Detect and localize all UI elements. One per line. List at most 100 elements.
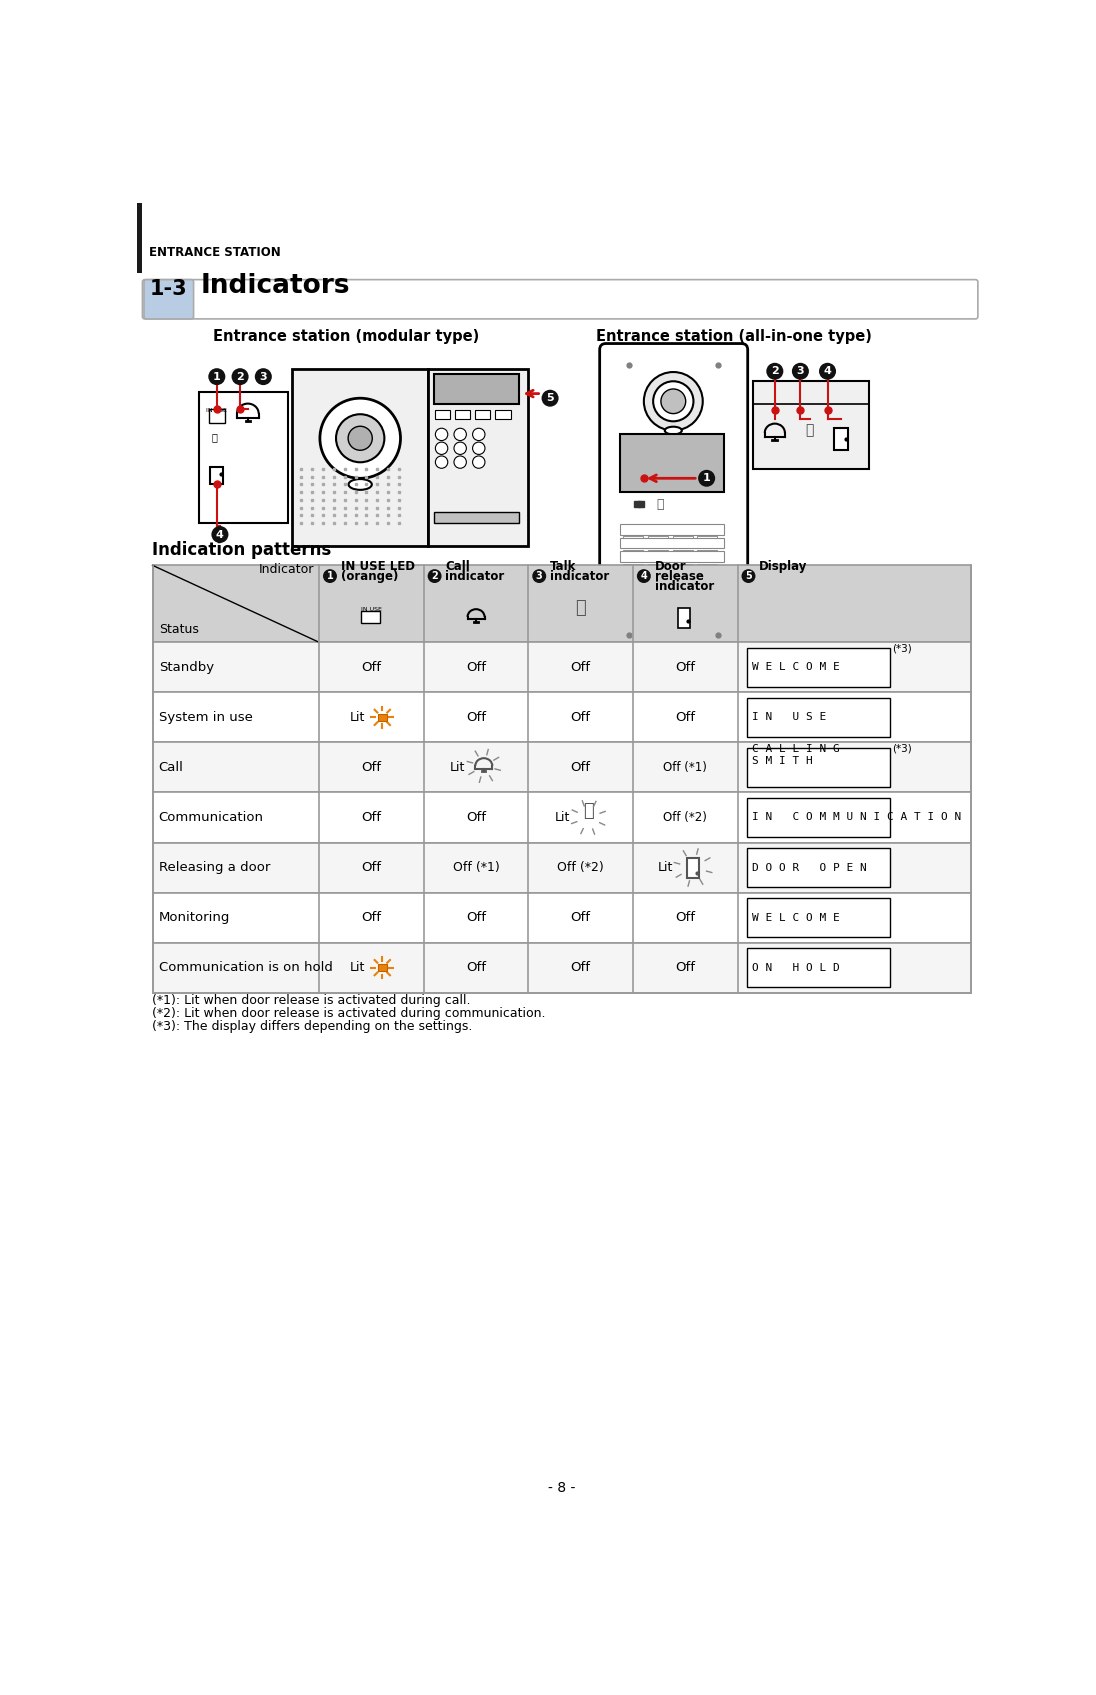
Bar bbox=[152, 692, 971, 742]
Circle shape bbox=[254, 368, 272, 385]
Bar bbox=[648, 578, 667, 585]
Bar bbox=[455, 410, 470, 419]
Text: 3: 3 bbox=[536, 571, 543, 581]
Text: Off: Off bbox=[571, 710, 591, 724]
Circle shape bbox=[435, 456, 448, 468]
Circle shape bbox=[336, 414, 385, 463]
Text: I N   C O M M U N I C A T I O N: I N C O M M U N I C A T I O N bbox=[752, 812, 961, 822]
Bar bbox=[152, 942, 971, 993]
Circle shape bbox=[349, 425, 373, 451]
Text: 2: 2 bbox=[237, 371, 244, 381]
Bar bbox=[152, 566, 971, 642]
Text: IN USE: IN USE bbox=[361, 607, 381, 612]
Bar bbox=[620, 537, 724, 549]
Text: 1: 1 bbox=[703, 473, 710, 483]
Bar bbox=[209, 466, 222, 483]
Text: 2: 2 bbox=[431, 571, 438, 581]
Bar bbox=[673, 578, 693, 585]
Text: Lit: Lit bbox=[658, 861, 673, 875]
Text: W E L C O M E: W E L C O M E bbox=[752, 663, 840, 673]
Bar bbox=[152, 842, 971, 893]
Text: ENTRANCE STATION: ENTRANCE STATION bbox=[149, 246, 282, 259]
Bar bbox=[747, 848, 890, 886]
Circle shape bbox=[427, 570, 442, 583]
Bar bbox=[648, 549, 667, 558]
Text: indicator: indicator bbox=[550, 570, 609, 583]
Text: indicator: indicator bbox=[654, 580, 713, 593]
Text: Call: Call bbox=[445, 559, 470, 573]
Text: Off: Off bbox=[675, 912, 695, 924]
Text: 📶: 📶 bbox=[657, 498, 664, 512]
Text: System in use: System in use bbox=[159, 710, 252, 724]
Bar bbox=[427, 370, 528, 546]
Bar bbox=[620, 566, 724, 576]
Circle shape bbox=[435, 442, 448, 454]
Circle shape bbox=[231, 368, 249, 385]
Text: Off: Off bbox=[571, 961, 591, 975]
Text: release: release bbox=[654, 570, 704, 583]
Circle shape bbox=[792, 363, 809, 380]
Bar bbox=[697, 536, 718, 544]
Text: Off: Off bbox=[362, 912, 381, 924]
Circle shape bbox=[454, 456, 467, 468]
Bar bbox=[747, 798, 890, 837]
Text: Off (*1): Off (*1) bbox=[663, 761, 707, 775]
Text: S M I T H: S M I T H bbox=[752, 756, 812, 766]
Text: 🔊: 🔊 bbox=[575, 598, 586, 617]
Text: 1: 1 bbox=[213, 371, 220, 381]
Bar bbox=[209, 408, 225, 422]
Bar bbox=[623, 564, 643, 571]
Text: Monitoring: Monitoring bbox=[159, 912, 230, 924]
Text: - 8 -: - 8 - bbox=[548, 1481, 575, 1495]
Bar bbox=[435, 410, 450, 419]
Bar bbox=[152, 642, 971, 692]
Text: Entrance station (modular type): Entrance station (modular type) bbox=[213, 329, 479, 344]
Text: (*3): (*3) bbox=[892, 644, 912, 654]
Circle shape bbox=[533, 570, 546, 583]
Bar bbox=[623, 549, 643, 558]
Text: 🔊: 🔊 bbox=[806, 422, 814, 437]
Text: Standby: Standby bbox=[159, 661, 214, 675]
Bar bbox=[152, 793, 971, 842]
Text: Talk: Talk bbox=[550, 559, 576, 573]
Circle shape bbox=[320, 398, 400, 478]
Text: Door: Door bbox=[654, 559, 686, 573]
Text: Lit: Lit bbox=[555, 810, 570, 824]
Circle shape bbox=[643, 371, 703, 431]
Text: Lit: Lit bbox=[449, 761, 465, 775]
Bar bbox=[747, 898, 890, 937]
Bar bbox=[495, 410, 511, 419]
Bar bbox=[747, 647, 890, 686]
Text: Off (*2): Off (*2) bbox=[557, 861, 604, 875]
Bar bbox=[753, 380, 869, 470]
Text: Off: Off bbox=[675, 710, 695, 724]
Text: IN USE LED: IN USE LED bbox=[341, 559, 414, 573]
Text: Off: Off bbox=[466, 661, 486, 675]
Text: (*3): The display differs depending on the settings.: (*3): The display differs depending on t… bbox=[152, 1020, 472, 1032]
Bar bbox=[620, 524, 724, 534]
Circle shape bbox=[541, 390, 559, 407]
Bar bbox=[747, 747, 890, 786]
Bar bbox=[697, 578, 718, 585]
Text: Off: Off bbox=[675, 961, 695, 975]
Bar bbox=[623, 536, 643, 544]
Text: 4: 4 bbox=[823, 366, 832, 376]
Text: (orange): (orange) bbox=[341, 570, 398, 583]
Bar bbox=[378, 964, 387, 971]
Text: Off: Off bbox=[571, 912, 591, 924]
Bar bbox=[673, 536, 693, 544]
Text: 3: 3 bbox=[797, 366, 804, 376]
Text: Off: Off bbox=[362, 861, 381, 875]
Text: Indicators: Indicators bbox=[201, 273, 350, 298]
Circle shape bbox=[454, 442, 467, 454]
Bar bbox=[673, 549, 693, 558]
Text: (*3): (*3) bbox=[892, 744, 912, 754]
Circle shape bbox=[212, 525, 228, 542]
Bar bbox=[434, 375, 520, 403]
Text: Display: Display bbox=[760, 559, 808, 573]
Text: 🔊: 🔊 bbox=[583, 802, 594, 820]
Bar bbox=[623, 578, 643, 585]
Text: Off: Off bbox=[362, 761, 381, 775]
Bar bbox=[620, 434, 724, 492]
Text: O N   H O L D: O N H O L D bbox=[752, 963, 840, 973]
